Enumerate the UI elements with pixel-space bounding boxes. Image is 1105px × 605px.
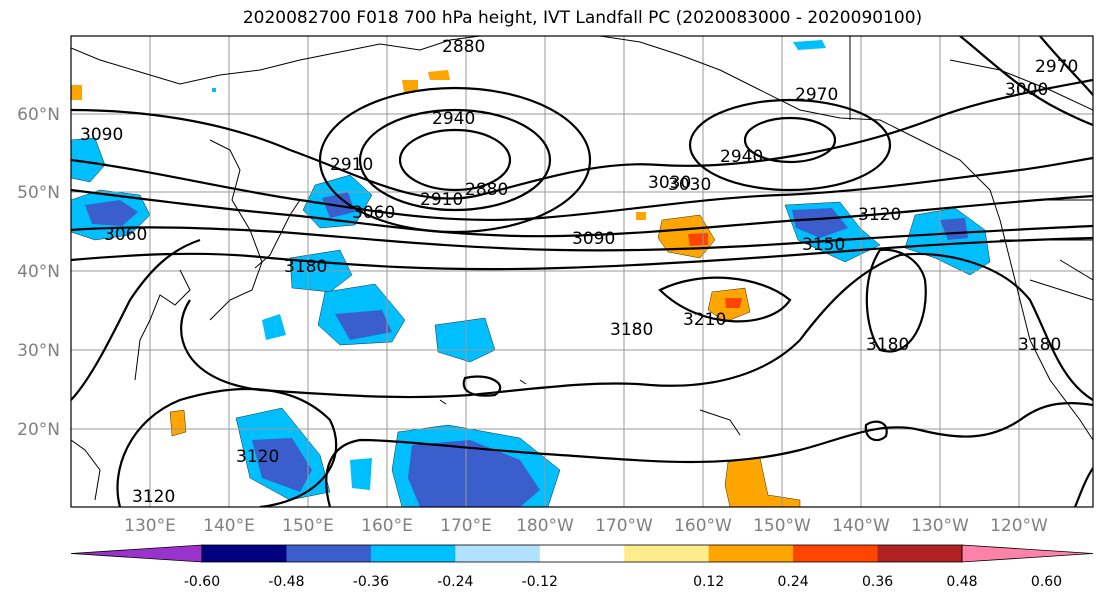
colorbar: -0.60 -0.48 -0.36 -0.24 -0.12 0.12 0.24 0.36 0.4… xyxy=(70,544,1094,590)
longitude-labels: 130°E 140°E 150°E 160°E 170°E 180°W 170°… xyxy=(124,516,1048,536)
lon-label: 150°E xyxy=(282,516,334,536)
colorbar-tick-label: 0.36 xyxy=(862,574,893,590)
contour-labels: 2880 2940 2910 2910 2880 3060 3030 3090 … xyxy=(80,37,1078,507)
contour-label: 3210 xyxy=(683,310,726,330)
lon-label: 160°W xyxy=(674,516,732,536)
colorbar-tick-label: -0.60 xyxy=(184,574,220,590)
contour-label: 2880 xyxy=(465,180,508,200)
lon-label: 140°E xyxy=(203,516,255,536)
contour-label: 3060 xyxy=(104,225,147,245)
contour-label: 2910 xyxy=(330,155,373,175)
latitude-labels: 60°N 50°N 40°N 30°N 20°N xyxy=(17,105,60,440)
colorbar-segment xyxy=(539,545,625,562)
colorbar-tick-label: 0.48 xyxy=(946,574,977,590)
lon-label: 130°W xyxy=(911,516,969,536)
contour-label: 3060 xyxy=(352,203,395,223)
ivt-shading xyxy=(71,40,991,507)
contour-label: 2910 xyxy=(420,190,463,210)
contour-label: 2940 xyxy=(432,109,475,129)
lon-label: 170°E xyxy=(440,516,492,536)
lon-label: 140°W xyxy=(832,516,890,536)
contour-label: 3120 xyxy=(858,205,901,225)
colorbar-segment xyxy=(370,545,456,562)
contour-label: 3180 xyxy=(1018,335,1061,355)
lat-label: 60°N xyxy=(17,105,60,125)
lat-label: 50°N xyxy=(17,183,60,203)
lon-label: 130°E xyxy=(124,516,176,536)
contour-label: 3180 xyxy=(610,320,653,340)
colorbar-tick-label: -0.36 xyxy=(353,574,389,590)
contour-label: 3000 xyxy=(1005,80,1048,100)
colorbar-tick-label: -0.48 xyxy=(268,574,304,590)
colorbar-segment xyxy=(202,545,287,562)
contour-label: 3180 xyxy=(866,335,909,355)
colorbar-tick-label: 0.12 xyxy=(693,574,724,590)
lat-label: 30°N xyxy=(17,341,60,361)
colorbar-tick-label: -0.24 xyxy=(437,574,473,590)
contour-label: 2940 xyxy=(720,147,763,167)
colorbar-tick-label: 0.24 xyxy=(778,574,809,590)
lon-label: 170°W xyxy=(595,516,653,536)
contour-label: 2970 xyxy=(1035,57,1078,77)
contour-label: 3120 xyxy=(132,487,175,507)
contour-label: 2880 xyxy=(442,37,485,57)
contour-label: 3090 xyxy=(80,125,123,145)
contour-label: 3150 xyxy=(802,235,845,255)
colorbar-outline xyxy=(201,544,963,563)
colorbar-segment xyxy=(708,545,794,562)
contour-label: 3180 xyxy=(284,257,327,277)
map-title: 2020082700 F018 700 hPa height, IVT Land… xyxy=(242,8,923,28)
contour-label: 3090 xyxy=(572,229,615,249)
lon-label: 160°E xyxy=(361,516,413,536)
colorbar-segment xyxy=(624,545,710,562)
contour-label: 3030 xyxy=(648,173,691,193)
colorbar-segment xyxy=(961,544,1094,563)
lon-label: 150°W xyxy=(753,516,811,536)
contour-label: 3120 xyxy=(236,447,279,467)
lon-label: 180°W xyxy=(516,516,574,536)
map-gridlines xyxy=(71,36,1093,507)
colorbar-segment xyxy=(793,545,879,562)
lon-label: 120°W xyxy=(990,516,1048,536)
contour-label: 2970 xyxy=(795,85,838,105)
map-frame xyxy=(70,35,1094,508)
height-contours xyxy=(71,36,1093,507)
colorbar-segment xyxy=(877,545,963,562)
lat-label: 20°N xyxy=(17,420,60,440)
lat-label: 40°N xyxy=(17,262,60,282)
colorbar-tick-label: 0.60 xyxy=(1031,574,1062,590)
colorbar-segment xyxy=(70,544,203,563)
colorbar-segment xyxy=(455,545,541,562)
colorbar-segment xyxy=(286,545,372,562)
colorbar-tick-label: -0.12 xyxy=(522,574,558,590)
contour-label: 3030 xyxy=(668,175,711,195)
